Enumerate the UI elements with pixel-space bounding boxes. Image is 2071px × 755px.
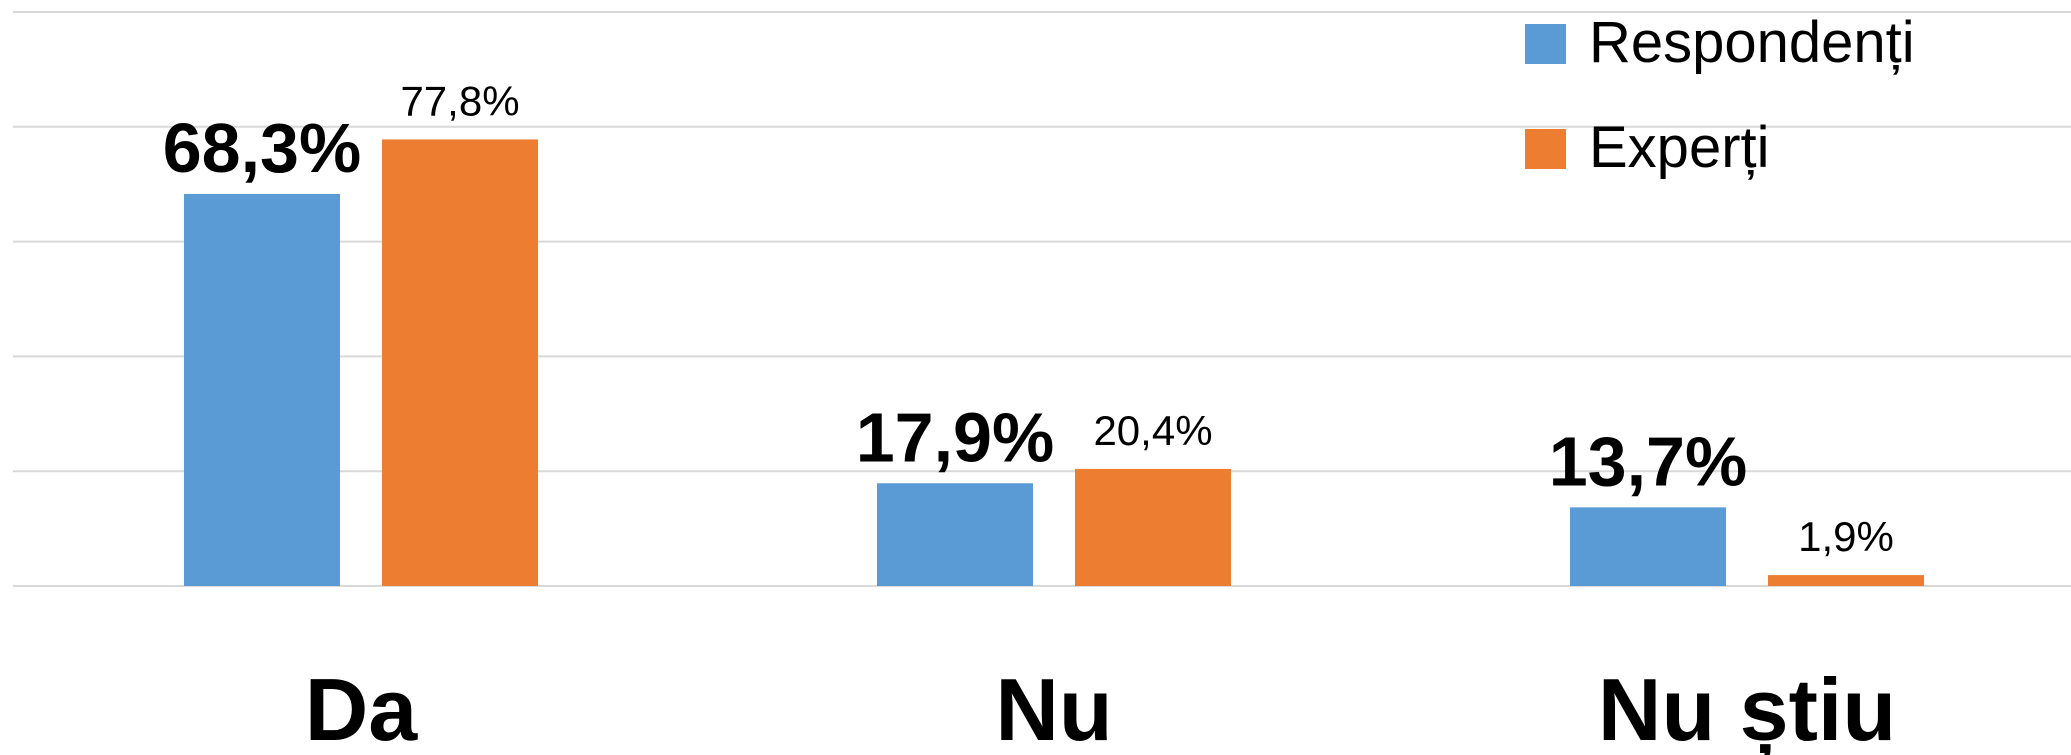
- data-label: 17,9%: [856, 398, 1054, 476]
- bar: [1768, 575, 1924, 586]
- legend-label: Respondenți: [1589, 10, 1915, 75]
- bar: [1075, 468, 1231, 586]
- legend-swatch: [1525, 24, 1566, 64]
- bar: [382, 139, 538, 587]
- x-tick-label: Nu: [995, 660, 1112, 755]
- bar: [877, 483, 1033, 586]
- data-label: 68,3%: [163, 109, 361, 187]
- legend-label: Experți: [1589, 115, 1770, 180]
- data-label: 1,9%: [1798, 513, 1894, 560]
- legend-swatch: [1525, 129, 1566, 169]
- data-label: 13,7%: [1549, 422, 1747, 500]
- data-label: 77,8%: [400, 77, 519, 124]
- bar: [184, 193, 340, 586]
- x-tick-label: Nu știu: [1598, 660, 1896, 755]
- bar: [1570, 507, 1726, 586]
- data-label: 20,4%: [1093, 407, 1212, 454]
- x-tick-label: Da: [305, 660, 419, 755]
